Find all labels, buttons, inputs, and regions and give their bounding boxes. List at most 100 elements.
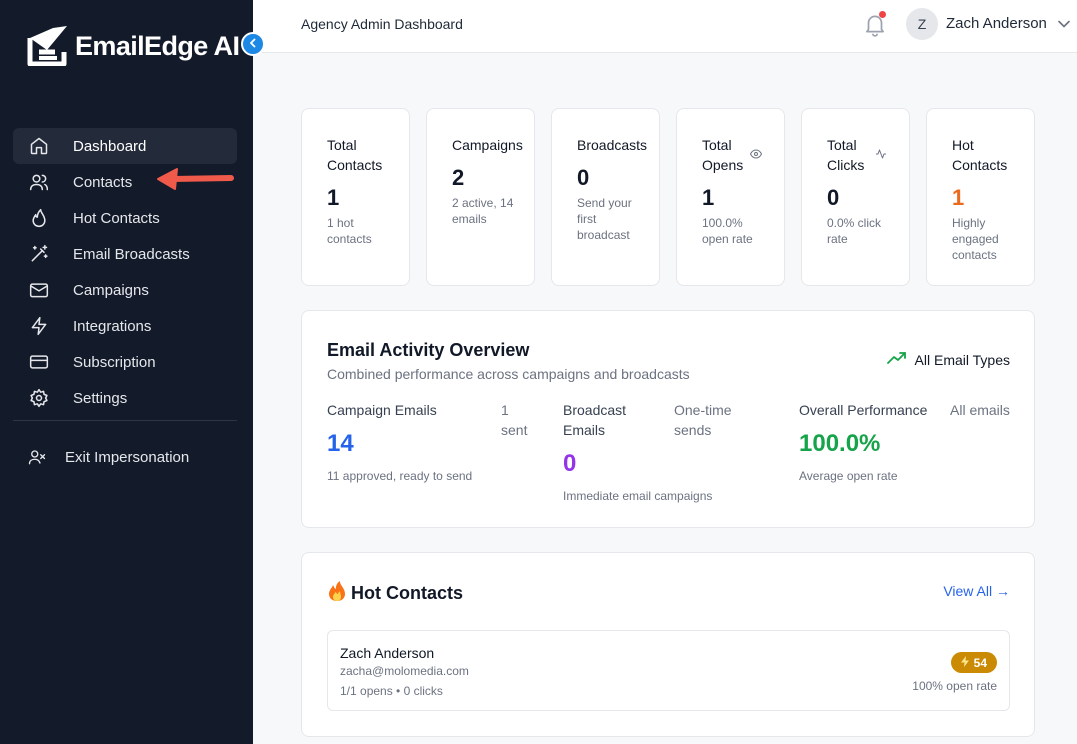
stat-title: Total Opens (702, 137, 744, 173)
brand-name: EmailEdge AI (75, 31, 240, 61)
stat-title: Hot Contacts (952, 137, 1008, 173)
stat-value: 0 (827, 185, 840, 210)
contact-email: zacha@molomedia.com (340, 664, 469, 678)
sidebar-item-subscription[interactable]: Subscription (13, 344, 237, 380)
user-name[interactable]: Zach Anderson (946, 15, 1047, 32)
brand-logo[interactable]: EmailEdge AI (27, 22, 240, 71)
credit-card-icon (29, 352, 49, 372)
avatar[interactable]: Z (906, 8, 938, 40)
sidebar-item-label: Campaigns (73, 281, 149, 299)
eye-icon (749, 147, 763, 165)
column-value: 100.0% (799, 430, 881, 457)
sidebar-item-label: Hot Contacts (73, 209, 160, 227)
stat-subtext: 0.0% click rate (827, 216, 882, 246)
chevron-down-icon[interactable] (1057, 17, 1071, 36)
bell-icon (862, 15, 888, 41)
stat-value: 0 (577, 165, 590, 190)
column-side-note: One-time sends (674, 402, 732, 438)
stat-subtext: 2 active, 14 emails (452, 196, 514, 226)
stat-card-total-clicks: Total Clicks 0 0.0% click rate (801, 108, 910, 286)
sidebar-item-campaigns[interactable]: Campaigns (13, 272, 237, 308)
sidebar-item-label: Settings (73, 389, 128, 407)
filter-label: All Email Types (914, 351, 1010, 368)
sidebar-item-label: Dashboard (73, 137, 147, 155)
column-side-note: 1 sent (501, 402, 528, 438)
top-header: Agency Admin Dashboard Z Zach Anderson (253, 0, 1077, 53)
stat-card-campaigns: Campaigns 2 2 active, 14 emails (426, 108, 535, 286)
stat-card-broadcasts: Broadcasts 0 Send your first broadcast (551, 108, 660, 286)
sidebar-item-contacts[interactable]: Contacts (13, 164, 237, 200)
mail-icon (29, 280, 49, 300)
users-icon (29, 172, 49, 192)
stat-card-hot-contacts: Hot Contacts 1 Highly engaged contacts (926, 108, 1035, 286)
stat-value: 1 (327, 185, 340, 210)
contact-name: Zach Anderson (340, 645, 435, 661)
email-activity-overview-card: Email Activity Overview Combined perform… (301, 310, 1035, 528)
sidebar-item-label: Contacts (73, 173, 133, 191)
sidebar-item-label: Integrations (73, 317, 152, 335)
contact-stats: 1/1 opens • 0 clicks (340, 684, 443, 698)
chevron-left-icon (248, 35, 258, 53)
sidebar-item-dashboard[interactable]: Dashboard (13, 128, 237, 164)
annotation-arrow-icon (157, 168, 234, 190)
score-value: 54 (973, 655, 987, 670)
column-label: Overall Performance (799, 402, 928, 418)
hot-contacts-heading: Hot Contacts (327, 580, 463, 607)
stat-card-total-opens: Total Opens 1 100.0% open rate (676, 108, 785, 286)
stat-subtext: Send your first broadcast (577, 196, 632, 242)
home-icon (29, 136, 49, 156)
user-x-icon (28, 447, 46, 467)
magic-wand-icon (29, 244, 49, 264)
sidebar-collapse-button[interactable] (241, 32, 265, 56)
notification-dot (879, 11, 886, 18)
stat-title: Campaigns (452, 137, 523, 153)
stat-subtext: 1 hot contacts (327, 216, 372, 246)
exit-impersonation-label: Exit Impersonation (65, 448, 190, 466)
lightning-icon (960, 655, 974, 670)
column-value: 0 (563, 450, 577, 477)
stat-value: 1 (702, 185, 715, 210)
sidebar-item-label: Subscription (73, 353, 156, 371)
column-description: 11 approved, ready to send (327, 469, 473, 483)
contact-open-rate: 100% open rate (912, 679, 997, 693)
sidebar-item-hot-contacts[interactable]: Hot Contacts (13, 200, 237, 236)
sidebar-item-label: Email Broadcasts (73, 245, 190, 263)
zap-icon (29, 316, 49, 336)
column-value: 14 (327, 430, 354, 457)
stat-value: 2 (452, 165, 465, 190)
stat-card-total-contacts: Total Contacts 1 1 hot contacts (301, 108, 410, 286)
flame-icon (29, 208, 49, 228)
sidebar-item-integrations[interactable]: Integrations (13, 308, 237, 344)
notifications-button[interactable] (862, 11, 888, 37)
overview-subtitle: Combined performance across campaigns an… (327, 366, 690, 382)
column-label: Campaign Emails (327, 402, 437, 418)
exit-impersonation-button[interactable]: Exit Impersonation (28, 440, 189, 474)
fire-icon (327, 580, 347, 607)
stat-subtext: Highly engaged contacts (952, 216, 999, 262)
column-label: Broadcast Emails (563, 402, 627, 438)
activity-icon (875, 147, 887, 165)
sidebar-item-email-broadcasts[interactable]: Email Broadcasts (13, 236, 237, 272)
column-description: Immediate email campaigns (563, 489, 713, 503)
gear-icon (29, 388, 49, 408)
overview-title: Email Activity Overview (327, 340, 530, 360)
page-title: Agency Admin Dashboard (301, 16, 463, 32)
column-description: Average open rate (799, 469, 898, 483)
stat-title: Total Clicks (827, 137, 865, 173)
score-badge: 54 (950, 652, 997, 673)
stat-title: Total Contacts (327, 137, 383, 173)
trending-up-icon (886, 351, 915, 368)
stat-value: 1 (952, 185, 965, 210)
hot-contacts-title: Hot Contacts (351, 583, 463, 603)
sidebar-nav: Dashboard Contacts Hot Contacts Email Br… (13, 128, 237, 416)
stat-subtext: 100.0% open rate (702, 216, 753, 246)
list-item[interactable]: Zach Anderson zacha@molomedia.com 1/1 op… (327, 630, 1010, 711)
sidebar-item-settings[interactable]: Settings (13, 380, 237, 416)
logo-icon (27, 22, 69, 71)
sidebar: EmailEdge AI Dashboard Contacts Hot Cont… (0, 0, 253, 744)
column-side-note: All emails (950, 402, 1010, 418)
all-email-types-filter[interactable]: All Email Types (886, 351, 1010, 368)
view-all-link[interactable]: View All → (943, 583, 1010, 599)
sidebar-divider (13, 420, 237, 421)
stat-title: Broadcasts (577, 137, 648, 153)
